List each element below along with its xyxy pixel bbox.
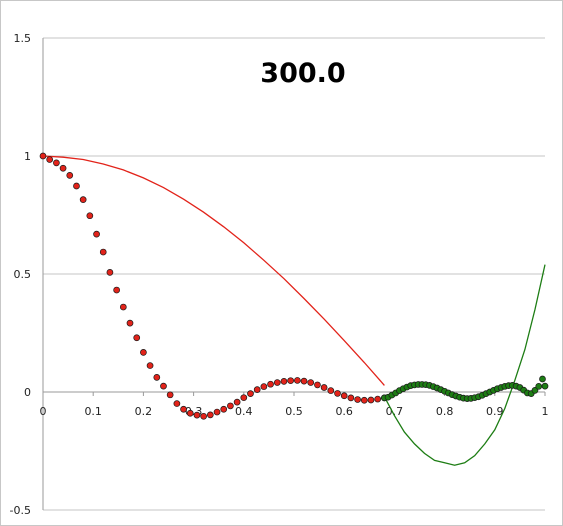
data-point [340, 392, 348, 400]
data-point [173, 400, 181, 407]
data-point [240, 394, 248, 402]
data-point [200, 412, 207, 420]
data-point [86, 212, 94, 220]
data-point [233, 398, 241, 406]
series-line-0 [42, 155, 385, 386]
y-tick-label: 1 [24, 150, 31, 163]
data-point [213, 408, 221, 416]
data-point [93, 230, 100, 238]
y-tick-label: 0 [24, 386, 31, 399]
x-tick-label: 0.1 [84, 405, 102, 418]
data-point [59, 164, 67, 172]
data-point [300, 377, 308, 385]
data-point [267, 380, 274, 388]
data-point [327, 387, 335, 394]
x-tick-label: 0.6 [335, 405, 353, 418]
data-point [247, 390, 254, 398]
data-point [206, 411, 214, 419]
data-point [253, 386, 261, 393]
x-tick-label: 0.9 [486, 405, 504, 418]
data-point [535, 382, 543, 390]
data-point [146, 362, 154, 369]
data-point [186, 409, 194, 417]
data-point [153, 374, 161, 381]
data-point [106, 268, 114, 276]
data-point [140, 349, 147, 356]
series-line-1 [383, 264, 546, 466]
y-tick-label: 0.5 [14, 268, 32, 281]
data-point [294, 377, 301, 384]
data-point [280, 378, 288, 385]
data-point [39, 152, 47, 160]
y-tick-label: -0.5 [10, 504, 31, 517]
data-point [307, 379, 315, 386]
data-point [227, 402, 234, 410]
data-point [314, 381, 321, 389]
data-point [133, 334, 141, 342]
data-point [126, 319, 134, 327]
data-point [180, 405, 187, 413]
data-point [539, 375, 546, 383]
x-tick-label: 1 [542, 405, 549, 418]
data-point [166, 391, 174, 399]
data-point [367, 396, 375, 404]
x-tick-label: 0.8 [436, 405, 454, 418]
y-tick-labels: -0.5 0 0.5 1 1.5 [10, 32, 31, 517]
gridlines [43, 37, 545, 511]
data-point [287, 377, 294, 385]
data-point [99, 248, 107, 256]
data-point [541, 382, 549, 390]
x-tick-label: 0.2 [135, 405, 153, 418]
data-point [334, 390, 341, 397]
data-point [66, 172, 74, 179]
series-layer [39, 152, 549, 466]
data-point [79, 196, 87, 204]
data-point [53, 159, 60, 167]
chart-title: 300.0 [260, 58, 345, 89]
x-tick-labels: 0 0.1 0.2 0.3 0.4 0.5 0.6 0.7 0.8 0.9 1 [40, 405, 549, 418]
data-point [113, 286, 120, 294]
x-tick-label: 0.4 [235, 405, 253, 418]
data-point [273, 379, 281, 386]
data-point [347, 394, 355, 402]
data-point [193, 411, 201, 419]
y-tick-label: 1.5 [14, 32, 32, 45]
data-point [260, 383, 268, 390]
x-tick-label: 0 [40, 405, 47, 418]
data-point [531, 386, 539, 394]
data-point [320, 384, 328, 391]
data-point [220, 405, 228, 413]
data-point [160, 382, 167, 390]
x-tick-label: 0.5 [285, 405, 303, 418]
data-point [119, 303, 127, 311]
data-point [374, 395, 382, 403]
data-point [73, 182, 80, 190]
data-point [360, 396, 368, 404]
data-point [354, 396, 361, 403]
data-point [46, 156, 54, 163]
